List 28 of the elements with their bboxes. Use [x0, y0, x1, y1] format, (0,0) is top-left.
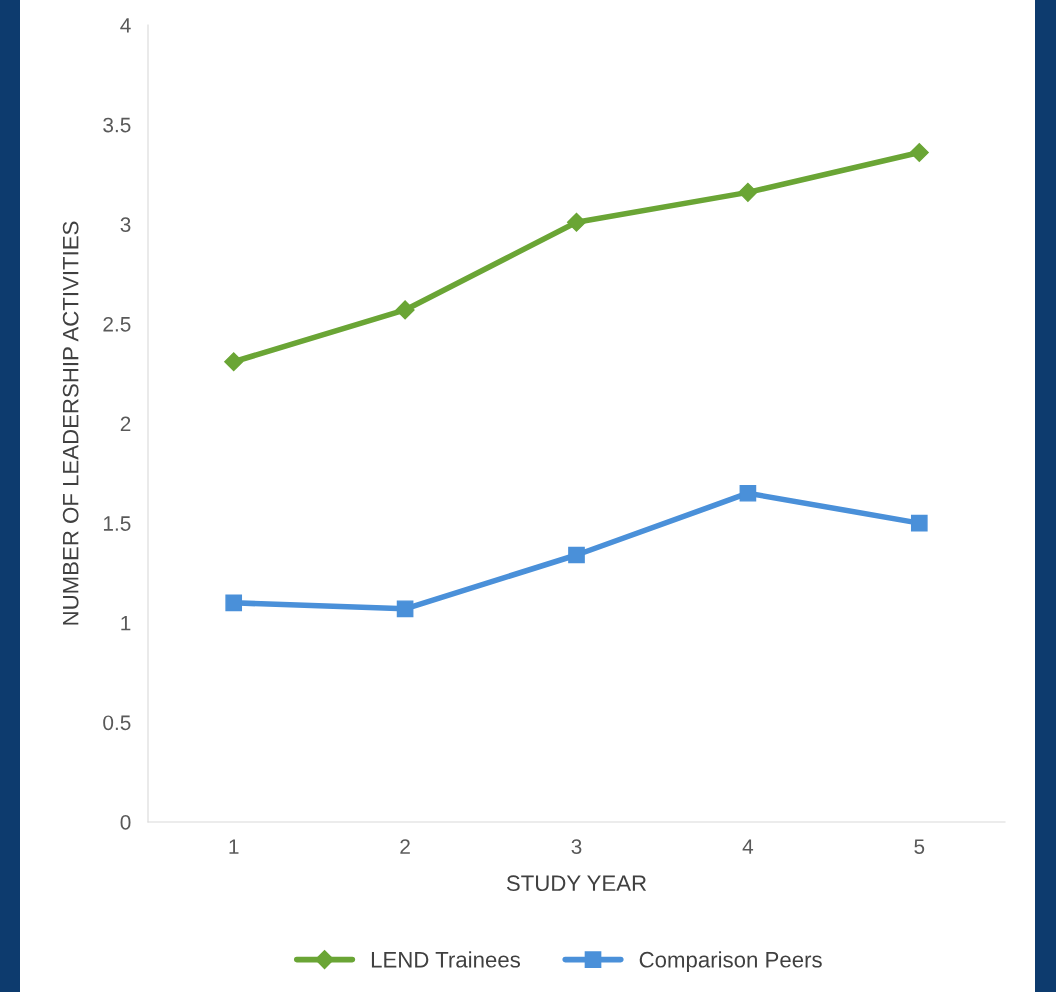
point [225, 594, 243, 612]
y-tick-label: 3 [120, 217, 131, 232]
x-tick-label: 1 [229, 839, 239, 854]
point [566, 212, 587, 232]
y-tick-label: 1.5 [103, 516, 131, 531]
point [910, 514, 928, 532]
x-tick-label: 3 [571, 839, 582, 854]
x-tick-label: 5 [914, 839, 925, 854]
x-tick-label: 2 [400, 839, 410, 854]
legend-label: Comparison Peers [639, 951, 822, 972]
point [395, 300, 415, 320]
point [396, 600, 414, 618]
y-tick-label: 2 [120, 416, 131, 432]
y-tick-label: 0.5 [103, 715, 131, 731]
y-tick-label: 3.5 [103, 117, 131, 133]
y-tick-label: 0 [120, 815, 131, 830]
legend-label: LEND Trainees [371, 951, 520, 968]
y-axis-title: NUMBER OF LEADERSHIP ACTIVITIES [62, 221, 79, 625]
point [738, 182, 758, 202]
point [739, 484, 757, 502]
point [224, 352, 244, 372]
point [909, 142, 929, 163]
y-tick-label: 2.5 [103, 316, 131, 332]
point [568, 546, 585, 564]
x-tick-label: 4 [742, 839, 754, 854]
y-tick-label: 4 [120, 18, 131, 33]
x-axis-title: STUDY YEAR [506, 875, 647, 892]
y-tick-label: 1 [121, 615, 131, 631]
